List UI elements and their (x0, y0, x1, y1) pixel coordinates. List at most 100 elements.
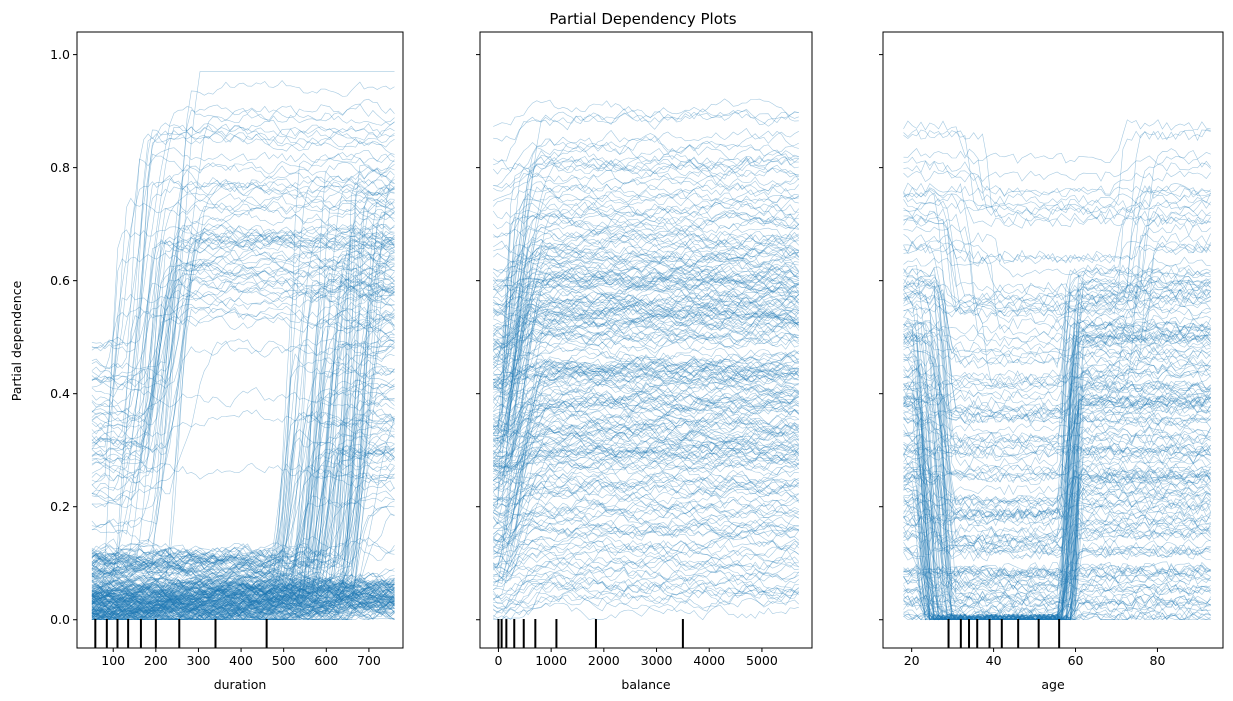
ice-curve-38 (903, 462, 1211, 587)
ice-curve-240 (493, 155, 799, 189)
ice-curve-47 (493, 573, 799, 620)
ice-curve-204 (493, 246, 800, 486)
ice-curve-73 (91, 597, 395, 617)
ice-curve-224 (493, 413, 799, 553)
ice-curve-170 (91, 187, 395, 596)
ice-curve-114 (91, 237, 395, 479)
ice-curve-90 (493, 326, 799, 350)
ice-curve-182 (492, 454, 799, 570)
ice-curve-160 (91, 463, 395, 592)
ice-curve-28 (91, 585, 395, 617)
ice-curve-136 (91, 235, 395, 501)
ice-curve-53 (903, 473, 1211, 621)
ice-curve-215 (493, 199, 799, 389)
ice-curve-61 (91, 593, 395, 621)
ice-curve-219 (493, 367, 799, 501)
ice-curve-55 (493, 304, 799, 339)
ice-curve-31 (903, 510, 1211, 606)
ice-curve-65 (492, 299, 799, 320)
ice-curve-150 (903, 387, 1211, 621)
ice-curve-113 (903, 292, 1211, 309)
ice-curve-296 (91, 220, 395, 424)
ice-curve-247 (91, 336, 395, 621)
ice-curve-39 (91, 583, 395, 608)
ice-curve-235 (91, 338, 395, 559)
ice-curve-223 (91, 365, 395, 567)
ice-curve-11 (91, 586, 395, 621)
ice-curve-292 (91, 130, 395, 353)
ice-curve-185 (91, 223, 395, 597)
ice-curve-97 (493, 543, 799, 579)
ice-curve-29 (91, 599, 395, 621)
ice-curve-101 (91, 588, 395, 616)
ice-curve-232 (91, 285, 395, 610)
ice-curve-125 (903, 380, 1211, 521)
ice-curve-16 (91, 584, 395, 618)
ice-curve-228 (493, 198, 800, 442)
ice-curve-228 (91, 163, 395, 569)
ice-curve-206 (493, 262, 799, 462)
ice-curve-177 (903, 529, 1211, 621)
ice-curve-151 (91, 381, 395, 618)
ice-curve-147 (903, 347, 1211, 448)
ice-curve-193 (91, 327, 395, 567)
ice-curve-37 (492, 325, 799, 349)
ice-curve-127 (903, 368, 1211, 426)
ice-curve-181 (492, 155, 799, 408)
ice-curve-10 (493, 301, 800, 322)
x-axis-label-age: age (1041, 677, 1065, 692)
ice-curve-105 (492, 524, 800, 549)
ice-curve-121 (492, 312, 799, 337)
ice-curve-141 (903, 397, 1211, 600)
ice-curve-67 (91, 589, 395, 619)
ice-curve-44 (492, 435, 799, 469)
ice-curve-48 (903, 426, 1211, 521)
ice-curve-175 (903, 445, 1211, 621)
ice-curve-141 (492, 443, 800, 468)
ice-curve-27 (903, 402, 1211, 444)
ice-curve-15 (903, 321, 1211, 424)
ice-curve-210 (91, 222, 395, 581)
ice-curve-175 (91, 437, 395, 617)
ice-curve-53 (493, 400, 799, 437)
ice-curve-245 (91, 373, 395, 617)
ice-curve-6 (91, 595, 395, 620)
ice-curve-17 (91, 589, 395, 621)
ice-curve-238 (91, 192, 395, 563)
ice-curve-9 (903, 413, 1211, 621)
ice-curve-97 (91, 588, 395, 616)
ice-curve-243 (492, 155, 799, 180)
ice-curve-105 (91, 606, 395, 621)
ice-curve-229 (493, 293, 799, 466)
ice-curve-93 (91, 581, 395, 598)
ice-curve-57 (903, 565, 1211, 616)
ice-curve-179 (492, 108, 799, 369)
ice-curve-68 (903, 333, 1211, 545)
ice-curve-63 (903, 380, 1211, 602)
ice-curve-86 (91, 600, 395, 621)
ice-curve-200 (903, 206, 1211, 295)
ice-curve-146 (91, 262, 395, 584)
ice-curve-144 (493, 363, 799, 384)
ice-curve-221 (493, 302, 799, 445)
ice-curve-152 (903, 433, 1211, 621)
ice-curve-207 (903, 198, 1211, 229)
ice-curve-254 (492, 270, 799, 293)
ice-curve-108 (493, 392, 799, 427)
ice-curve-238 (493, 98, 799, 127)
ice-curve-41 (493, 537, 800, 564)
ice-curve-244 (91, 369, 395, 581)
ice-curve-101 (903, 368, 1211, 547)
ice-curve-94 (493, 474, 800, 508)
ice-curve-72 (91, 574, 395, 598)
ice-curve-154 (903, 596, 1211, 621)
ice-curve-130 (91, 408, 395, 559)
ice-curve-251 (91, 451, 395, 611)
ice-curve-95 (493, 498, 799, 535)
ice-curve-14 (493, 440, 799, 472)
x-tick-label-4: 4000 (693, 653, 725, 668)
ice-curve-72 (903, 431, 1211, 541)
ice-curve-290 (91, 199, 395, 450)
ice-curve-30 (492, 499, 799, 543)
ice-curve-234 (91, 497, 395, 605)
